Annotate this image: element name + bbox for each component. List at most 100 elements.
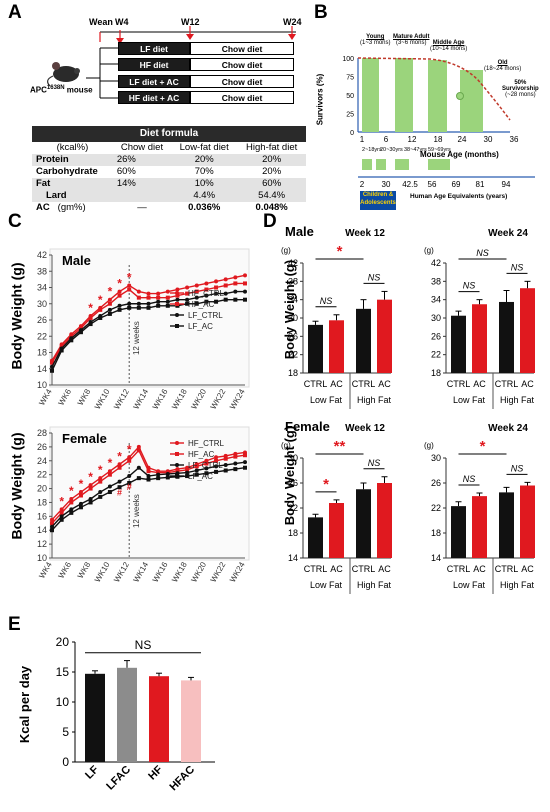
b-stage-young: Young (1~3 mons) bbox=[360, 34, 391, 46]
w4-label: W4 bbox=[115, 17, 129, 27]
w12-label: W12 bbox=[181, 17, 200, 27]
c-ytick-label: 26 bbox=[37, 442, 47, 452]
c-point bbox=[88, 483, 93, 488]
c-xtick-label: WK22 bbox=[209, 387, 228, 411]
c-point bbox=[107, 469, 112, 474]
d-ytick-label: 18 bbox=[431, 368, 441, 378]
children-badge-text: Children & Adolescents bbox=[360, 192, 396, 206]
diet-table-cell bbox=[112, 190, 172, 202]
c-point bbox=[165, 295, 170, 300]
diet-table-cell: 20% bbox=[171, 154, 238, 166]
c-point bbox=[214, 279, 219, 284]
d-bar bbox=[329, 503, 344, 558]
panel-d-label: D bbox=[263, 211, 277, 232]
c-point bbox=[243, 273, 247, 278]
c-point bbox=[117, 289, 122, 294]
d-group-label: Low Fat bbox=[453, 395, 486, 405]
c-point bbox=[233, 289, 238, 294]
c-point bbox=[107, 307, 112, 312]
c-star: * bbox=[79, 477, 84, 491]
c-legend-marker bbox=[175, 474, 179, 478]
survival-bars bbox=[362, 58, 483, 170]
c-ytick-label: 26 bbox=[37, 315, 47, 325]
c-point bbox=[194, 283, 199, 288]
b-stage-old: Old (18~24 mons) bbox=[484, 60, 522, 72]
diet-table-cell: 0.036% bbox=[188, 202, 221, 213]
c-point bbox=[69, 496, 74, 501]
c-point bbox=[107, 297, 112, 302]
c-point bbox=[204, 287, 209, 292]
b-stage-mature: Mature Adult (3~6 mons) bbox=[393, 34, 430, 46]
b-ytick-label: 25 bbox=[346, 112, 354, 119]
e-ylabel: Kcal per day bbox=[17, 665, 33, 744]
c-ytick-label: 18 bbox=[37, 348, 47, 358]
d-bar-label: CTRL bbox=[495, 379, 519, 389]
b-xtick-label: 36 bbox=[510, 135, 519, 144]
e-ytick-label: 15 bbox=[56, 665, 70, 679]
c-point bbox=[117, 465, 122, 470]
c-xtick-label: WK8 bbox=[76, 387, 93, 407]
e-bar bbox=[85, 673, 105, 762]
c-xtick-label: WK6 bbox=[57, 560, 74, 580]
d-sig-label: NS bbox=[511, 262, 524, 272]
d-ylabel-male: Body Weight (g) bbox=[282, 259, 298, 360]
c-point bbox=[98, 494, 103, 499]
c-point bbox=[127, 458, 132, 463]
b-survivorship: 50% Survivorship (~28 mons) bbox=[502, 80, 539, 98]
b-xtick-label: 18 bbox=[434, 135, 443, 144]
c-legend-label: HF_AC bbox=[188, 450, 214, 459]
c-legend-label: LF_AC bbox=[188, 472, 213, 481]
d-ytick-label: 34 bbox=[431, 295, 441, 305]
c-hash: # bbox=[117, 488, 122, 498]
d-bar-label: CTRL bbox=[447, 379, 471, 389]
d-sig-label: NS bbox=[476, 248, 489, 258]
c-legend-label: LF_CTRL bbox=[188, 311, 223, 320]
panel-c-label: C bbox=[8, 211, 22, 232]
c-point bbox=[117, 485, 122, 490]
c-ytick-label: 24 bbox=[37, 456, 47, 466]
c-xtick-label: WK14 bbox=[132, 560, 151, 584]
c-point bbox=[146, 469, 151, 474]
diet-table-cell: 70% bbox=[194, 166, 214, 177]
c-point bbox=[98, 315, 103, 320]
c-point bbox=[127, 283, 132, 288]
c-point bbox=[78, 490, 83, 495]
c-ytick-label: 18 bbox=[37, 497, 47, 507]
d-bar-label: CTRL bbox=[304, 379, 328, 389]
c-point bbox=[136, 465, 141, 470]
c-point bbox=[204, 466, 209, 471]
d-ytick-label: 38 bbox=[288, 276, 298, 286]
diet-formula-table: Diet formula (kcal%) Chow diet Low-fat d… bbox=[32, 126, 306, 214]
c-point bbox=[175, 297, 180, 302]
d-bar-label: AC bbox=[473, 564, 486, 574]
diet-table-cell: 20% bbox=[262, 166, 282, 177]
c-point bbox=[88, 486, 93, 491]
c-point bbox=[69, 507, 74, 512]
c-point bbox=[156, 476, 161, 481]
c-point bbox=[136, 295, 141, 300]
d-bar bbox=[329, 320, 344, 373]
c-ytick-label: 10 bbox=[37, 380, 47, 390]
c-xtick-label: WK18 bbox=[170, 387, 189, 411]
diet-table-title: Diet formula bbox=[32, 126, 306, 142]
c-point bbox=[127, 481, 132, 485]
c-point bbox=[156, 299, 161, 304]
d-unit-label: (g) bbox=[281, 441, 291, 450]
c-star: * bbox=[98, 463, 103, 477]
b-human-tick-label: 81 bbox=[476, 180, 485, 189]
d-group-label: High Fat bbox=[500, 580, 535, 590]
c-point bbox=[194, 301, 199, 306]
diet-table-header: (kcal%) bbox=[56, 142, 89, 153]
c-point bbox=[146, 295, 151, 300]
d-bar-label: CTRL bbox=[304, 564, 328, 574]
c-point bbox=[117, 479, 122, 484]
d-sig-label: * bbox=[323, 476, 329, 493]
diet-box-4-first: HF diet + AC bbox=[118, 91, 190, 104]
c-point bbox=[107, 311, 112, 316]
c-point bbox=[165, 475, 170, 480]
d-ytick-label: 22 bbox=[288, 503, 298, 513]
e-xtick-label: LFAC bbox=[104, 764, 133, 793]
c-point bbox=[194, 464, 199, 469]
c-point bbox=[59, 348, 64, 353]
b-ytick-label: 50 bbox=[346, 93, 354, 100]
